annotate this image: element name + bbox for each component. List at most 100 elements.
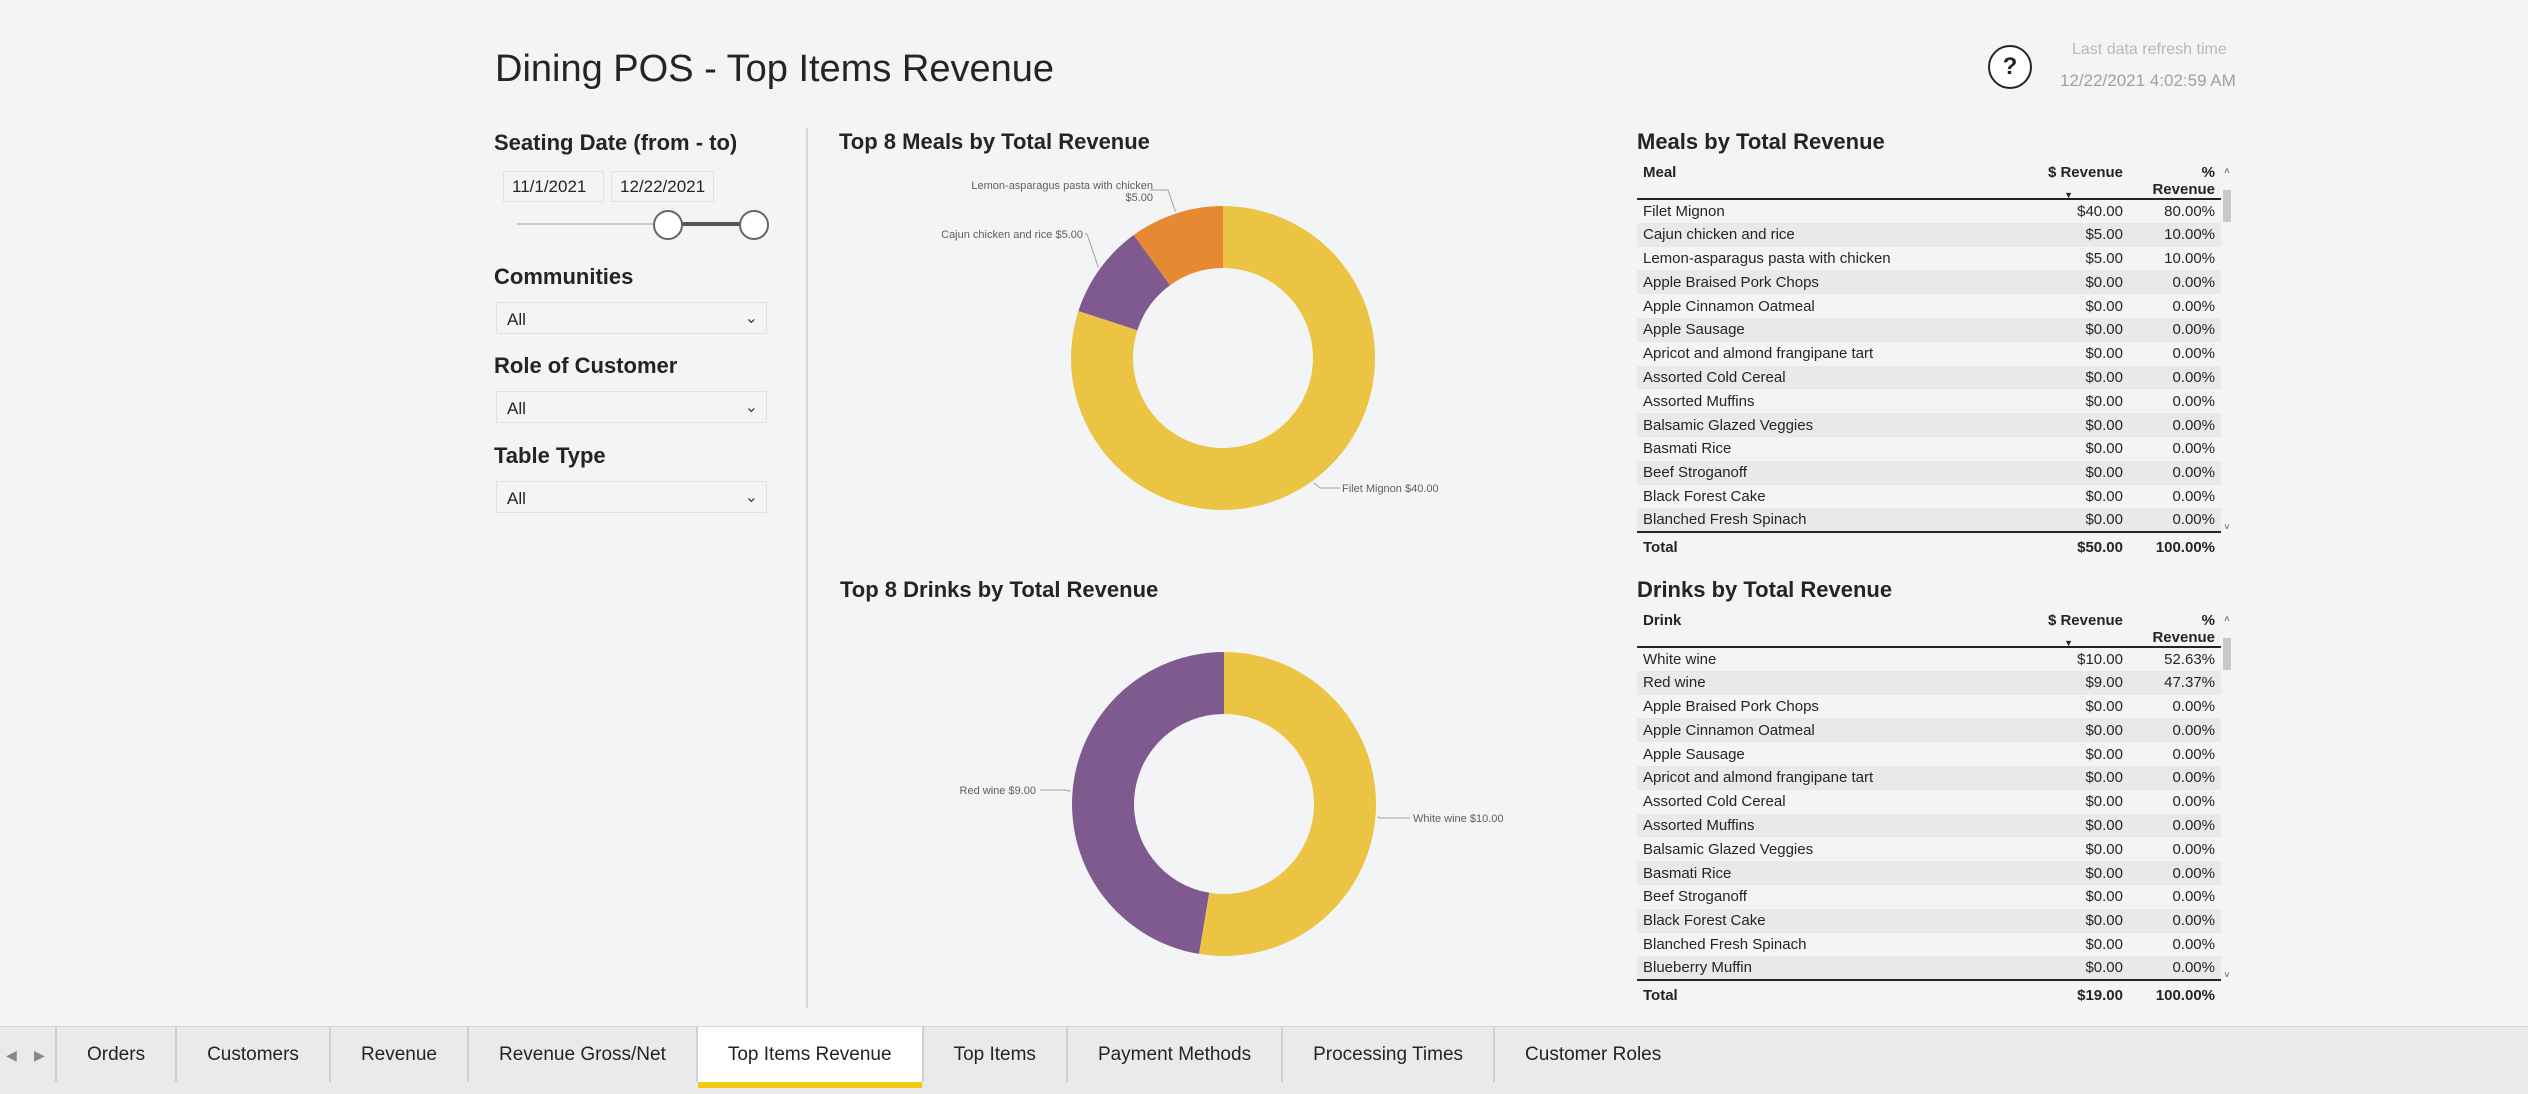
tab-orders[interactable]: Orders: [55, 1027, 175, 1082]
revenue-cell: $0.00: [2039, 365, 2129, 390]
tab-top-items[interactable]: Top Items: [921, 1027, 1066, 1082]
item-name-cell: Red wine: [1637, 670, 2039, 695]
donut-slice[interactable]: [1078, 235, 1171, 331]
scroll-down-icon[interactable]: ˅: [2224, 522, 2230, 533]
date-slider-handle-start[interactable]: [653, 210, 683, 240]
revenue-cell: $0.00: [2085, 392, 2123, 410]
table-row[interactable]: Basmati Rice $0.00 0.00%: [1637, 861, 2221, 885]
revenue-cell: $5.00: [2039, 222, 2129, 247]
item-name-cell: Assorted Cold Cereal: [1637, 365, 2039, 390]
percent-cell: 0.00%: [2129, 413, 2221, 437]
table-row[interactable]: Blanched Fresh Spinach $0.00 0.00%: [1637, 933, 2221, 957]
tab-payment-methods[interactable]: Payment Methods: [1065, 1027, 1281, 1082]
table-row[interactable]: Blanched Fresh Spinach $0.00 0.00%: [1637, 508, 2221, 533]
percent-cell: 0.00%: [2172, 697, 2215, 715]
table-row[interactable]: Assorted Muffins $0.00 0.00%: [1637, 389, 2221, 413]
role-dropdown[interactable]: All ⌄: [496, 391, 767, 423]
meals-chart-title: Top 8 Meals by Total Revenue: [839, 129, 1150, 154]
tab-processing-times[interactable]: Processing Times: [1281, 1027, 1493, 1082]
drinks-scrollbar[interactable]: [2222, 638, 2232, 976]
percent-cell: 0.00%: [2129, 813, 2221, 838]
data-label: White wine $10.00: [1413, 813, 1504, 825]
drinks-scroll-thumb[interactable]: [2223, 638, 2231, 670]
date-slider-range: [668, 222, 754, 226]
item-name-cell: Assorted Muffins: [1637, 813, 2039, 838]
meals-donut-chart[interactable]: Filet Mignon $40.00 Cajun chicken and ric…: [900, 170, 1540, 540]
meals-col-meal[interactable]: Meal: [1637, 160, 2039, 200]
table-row[interactable]: Balsamic Glazed Veggies $0.00 0.00%: [1637, 413, 2221, 437]
tab-revenue-gross-net[interactable]: Revenue Gross/Net: [467, 1027, 696, 1082]
tab-revenue[interactable]: Revenue: [328, 1027, 467, 1082]
table-row[interactable]: Filet Mignon $40.00 80.00%: [1637, 199, 2221, 223]
percent-cell: 0.00%: [2172, 440, 2215, 458]
table-row[interactable]: Basmati Rice $0.00 0.00%: [1637, 437, 2221, 461]
drinks-donut-chart[interactable]: White wine $10.00 Red wine $9.00: [900, 640, 1540, 970]
drinks-col-drink[interactable]: Drink: [1637, 608, 2039, 648]
donut-slice[interactable]: [1198, 652, 1376, 956]
table-row[interactable]: Apple Sausage $0.00 0.00%: [1637, 742, 2221, 766]
drinks-col-percent[interactable]: % Revenue: [2129, 608, 2221, 648]
table-row[interactable]: Apple Braised Pork Chops $0.00 0.00%: [1637, 695, 2221, 719]
donut-slice[interactable]: [1072, 652, 1224, 954]
meals-scrollbar[interactable]: [2222, 190, 2232, 528]
revenue-cell: $40.00: [2077, 202, 2123, 220]
meals-col-revenue[interactable]: $ Revenue ▼: [2039, 160, 2129, 200]
table-row[interactable]: Apricot and almond frangipane tart $0.00 0…: [1637, 342, 2221, 366]
table-row[interactable]: Apple Cinnamon Oatmeal $0.00 0.00%: [1637, 294, 2221, 318]
scroll-up-icon[interactable]: ˄: [2224, 166, 2230, 177]
table-row[interactable]: Apple Cinnamon Oatmeal $0.00 0.00%: [1637, 718, 2221, 743]
percent-cell: 10.00%: [2164, 249, 2215, 267]
date-from-input[interactable]: 11/1/2021: [503, 171, 604, 202]
table-row[interactable]: Apple Sausage $0.00 0.00%: [1637, 317, 2221, 342]
date-to-input[interactable]: 12/22/2021: [611, 171, 714, 202]
scroll-up-icon[interactable]: ˄: [2224, 614, 2230, 625]
help-button[interactable]: ?: [1988, 45, 2032, 89]
table-row[interactable]: Beef Stroganoff $0.00 0.00%: [1637, 460, 2221, 485]
chevron-left-icon[interactable]: ◀: [6, 1047, 17, 1063]
table-row[interactable]: Cajun chicken and rice $5.00 10.00%: [1637, 222, 2221, 247]
table-row[interactable]: Black Forest Cake $0.00 0.00%: [1637, 908, 2221, 933]
communities-dropdown[interactable]: All ⌄: [496, 302, 767, 334]
table-row[interactable]: White wine $10.00 52.63%: [1637, 647, 2221, 671]
meals-col-percent[interactable]: % Revenue: [2129, 160, 2221, 200]
date-slider-handle-end[interactable]: [739, 210, 769, 240]
meals-scroll-thumb[interactable]: [2223, 190, 2231, 222]
scroll-down-icon[interactable]: ˅: [2224, 970, 2230, 981]
revenue-cell: $0.00: [2085, 440, 2123, 458]
date-slider-track[interactable]: [517, 223, 767, 225]
revenue-cell: $9.00: [2039, 670, 2129, 695]
tab-top-items-revenue[interactable]: Top Items Revenue: [695, 1027, 922, 1088]
chevron-right-icon[interactable]: ▶: [34, 1047, 45, 1063]
table-row[interactable]: Assorted Cold Cereal $0.00 0.00%: [1637, 790, 2221, 814]
table-row[interactable]: Balsamic Glazed Veggies $0.00 0.00%: [1637, 837, 2221, 861]
table-row[interactable]: Lemon-asparagus pasta with chicken $5.00 1…: [1637, 247, 2221, 271]
chevron-down-icon: ⌄: [744, 399, 758, 416]
revenue-cell: $0.00: [2085, 745, 2123, 763]
item-name-cell: Balsamic Glazed Veggies: [1643, 840, 1814, 858]
percent-cell: 0.00%: [2129, 765, 2221, 790]
drinks-table[interactable]: Drink $ Revenue ▼ % Revenue White wine $10…: [1637, 608, 2221, 1011]
table-row[interactable]: Blueberry Muffin $0.00 0.00%: [1637, 956, 2221, 981]
table-row[interactable]: Assorted Cold Cereal $0.00 0.00%: [1637, 365, 2221, 390]
table-row[interactable]: Black Forest Cake $0.00 0.00%: [1637, 485, 2221, 509]
table-row[interactable]: Beef Stroganoff $0.00 0.00%: [1637, 885, 2221, 909]
percent-cell: 0.00%: [2172, 888, 2215, 906]
revenue-cell: $0.00: [2039, 413, 2129, 437]
donut-slice[interactable]: [1071, 206, 1375, 510]
drinks-col-revenue[interactable]: $ Revenue ▼: [2039, 608, 2129, 648]
table-row[interactable]: Apple Braised Pork Chops $0.00 0.00%: [1637, 270, 2221, 295]
table-type-dropdown[interactable]: All ⌄: [496, 481, 767, 513]
table-row[interactable]: Apricot and almond frangipane tart $0.00 0…: [1637, 765, 2221, 790]
item-name-cell: Apple Cinnamon Oatmeal: [1637, 718, 2039, 743]
table-row[interactable]: Assorted Muffins $0.00 0.00%: [1637, 813, 2221, 838]
tab-customer-roles[interactable]: Customer Roles: [1493, 1027, 1691, 1082]
table-row[interactable]: Red wine $9.00 47.37%: [1637, 670, 2221, 695]
tab-customers[interactable]: Customers: [175, 1027, 329, 1082]
meals-table[interactable]: Meal $ Revenue ▼ % Revenue Filet Mignon $4…: [1637, 160, 2221, 563]
donut-slice[interactable]: [1133, 206, 1223, 286]
percent-cell: 0.00%: [2172, 935, 2215, 953]
refresh-time: 12/22/2021 4:02:59 AM: [2060, 71, 2236, 90]
revenue-cell: $0.00: [2039, 908, 2129, 933]
leader-line: [1085, 233, 1099, 268]
percent-cell: 0.00%: [2172, 840, 2215, 858]
